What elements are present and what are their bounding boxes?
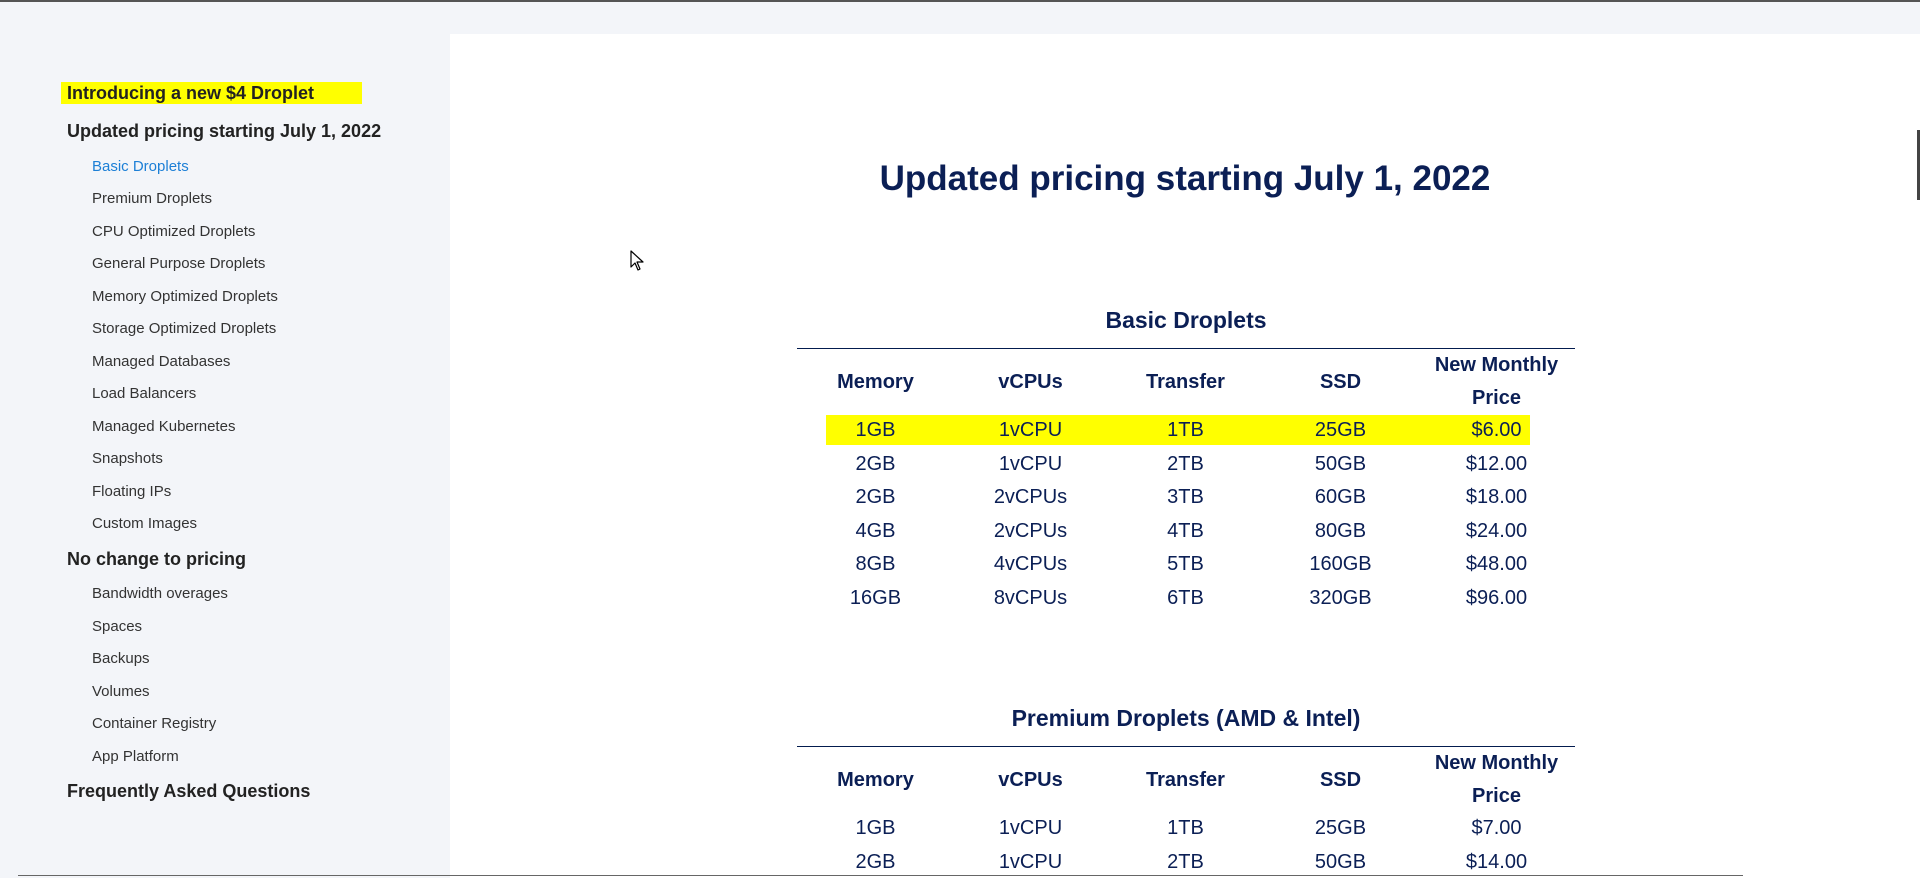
sidebar-item-backups[interactable]: Backups	[92, 650, 150, 667]
mouse-cursor-icon	[630, 250, 644, 271]
sidebar-item-custom-images[interactable]: Custom Images	[92, 515, 198, 532]
cell-price: $18.00	[1465, 486, 1528, 508]
cell-vcpus: 1vCPU	[998, 817, 1063, 839]
cell-vcpus: 2vCPUs	[993, 486, 1068, 508]
sidebar-section-updated-pricing[interactable]: Updated pricing starting July 1, 2022	[67, 121, 382, 141]
cell-ssd: 50GB	[1314, 453, 1367, 475]
page-title: Updated pricing starting July 1, 2022	[879, 159, 1491, 198]
header-memory: Memory	[837, 371, 914, 393]
sidebar-item-bandwidth-overages[interactable]: Bandwidth overages	[92, 585, 228, 602]
top-border	[0, 0, 1920, 2]
cell-memory: 8GB	[855, 553, 896, 575]
header-memory: Memory	[837, 769, 914, 791]
cell-vcpus: 1vCPU	[998, 453, 1063, 475]
header-new-monthly-price: New Monthly Price	[1434, 354, 1559, 409]
sidebar-highlight-label: Introducing a new $4 Droplet	[61, 82, 363, 104]
sidebar-item-general-purpose[interactable]: General Purpose Droplets	[92, 255, 266, 272]
cell-transfer: 2TB	[1167, 851, 1204, 873]
cell-transfer: 5TB	[1167, 553, 1204, 575]
cell-memory: 1GB	[855, 419, 896, 441]
sidebar-highlight-link[interactable]: Introducing a new $4 Droplet	[61, 82, 363, 104]
cell-price: $7.00	[1471, 817, 1522, 839]
cell-ssd: 80GB	[1314, 520, 1367, 542]
cell-memory: 2GB	[855, 453, 896, 475]
sidebar-section-no-change[interactable]: No change to pricing	[67, 549, 247, 569]
cell-transfer: 2TB	[1167, 453, 1204, 475]
cell-transfer: 1TB	[1167, 817, 1204, 839]
sidebar-item-floating-ips[interactable]: Floating IPs	[92, 483, 172, 500]
sidebar-item-app-platform[interactable]: App Platform	[92, 748, 179, 765]
cell-price: $14.00	[1465, 851, 1528, 873]
sidebar-item-memory-optimized[interactable]: Memory Optimized Droplets	[92, 288, 278, 305]
main-content: Updated pricing starting July 1, 2022 Ba…	[450, 34, 1920, 878]
cell-ssd: 60GB	[1314, 486, 1367, 508]
cell-vcpus: 8vCPUs	[993, 587, 1068, 609]
sidebar-item-snapshots[interactable]: Snapshots	[92, 450, 163, 467]
cell-transfer: 3TB	[1167, 486, 1204, 508]
sidebar-item-premium-droplets[interactable]: Premium Droplets	[92, 190, 213, 207]
cell-price: $6.00	[1471, 419, 1522, 441]
table-row: 8GB 4vCPUs 5TB 160GB $48.00	[826, 549, 1530, 579]
cell-memory: 1GB	[855, 817, 896, 839]
sidebar-item-managed-kubernetes[interactable]: Managed Kubernetes	[92, 418, 236, 435]
cell-transfer: 1TB	[1167, 419, 1204, 441]
sidebar-item-managed-databases[interactable]: Managed Databases	[92, 353, 231, 370]
sidebar-item-volumes[interactable]: Volumes	[92, 683, 150, 700]
cell-ssd: 25GB	[1314, 419, 1367, 441]
cell-vcpus: 2vCPUs	[993, 520, 1068, 542]
cell-ssd: 320GB	[1309, 587, 1372, 609]
sidebar-nav: Introducing a new $4 Droplet Updated pri…	[0, 2, 450, 878]
sidebar-item-cpu-optimized[interactable]: CPU Optimized Droplets	[92, 223, 256, 240]
cell-memory: 4GB	[855, 520, 896, 542]
cell-price: $48.00	[1465, 553, 1528, 575]
sidebar-section-faq[interactable]: Frequently Asked Questions	[67, 781, 311, 801]
header-new-monthly-price: New Monthly Price	[1434, 752, 1559, 807]
header-ssd: SSD	[1319, 769, 1362, 791]
cell-transfer: 6TB	[1167, 587, 1204, 609]
table-row: 1GB 1vCPU 1TB 25GB $6.00	[826, 415, 1530, 445]
sidebar-item-load-balancers[interactable]: Load Balancers	[92, 385, 197, 402]
scrollbar-thumb[interactable]	[1917, 130, 1920, 200]
bottom-border	[18, 875, 1743, 876]
cell-ssd: 25GB	[1314, 817, 1367, 839]
cell-ssd: 160GB	[1309, 553, 1372, 575]
cell-ssd: 50GB	[1314, 851, 1367, 873]
table-title-premium-droplets: Premium Droplets (AMD & Intel)	[1011, 705, 1361, 731]
header-transfer: Transfer	[1146, 769, 1225, 791]
cell-vcpus: 1vCPU	[998, 851, 1063, 873]
cell-price: $24.00	[1465, 520, 1528, 542]
table-row: 1GB 1vCPU 1TB 25GB $7.00	[826, 813, 1530, 843]
cell-price: $96.00	[1465, 587, 1528, 609]
table-row: 16GB 8vCPUs 6TB 320GB $96.00	[826, 583, 1530, 613]
sidebar-item-container-registry[interactable]: Container Registry	[92, 715, 217, 732]
table-row: 2GB 1vCPU 2TB 50GB $14.00	[826, 847, 1530, 877]
cell-vcpus: 1vCPU	[998, 419, 1063, 441]
table-row: 2GB 1vCPU 2TB 50GB $12.00	[826, 449, 1530, 479]
table-divider	[797, 746, 1575, 747]
cell-vcpus: 4vCPUs	[993, 553, 1068, 575]
header-transfer: Transfer	[1146, 371, 1225, 393]
sidebar-item-storage-optimized[interactable]: Storage Optimized Droplets	[92, 320, 277, 337]
cell-transfer: 4TB	[1167, 520, 1204, 542]
cell-memory: 2GB	[855, 486, 896, 508]
header-vcpus: vCPUs	[998, 371, 1063, 393]
cell-price: $12.00	[1465, 453, 1528, 475]
sidebar-item-spaces[interactable]: Spaces	[92, 618, 143, 635]
sidebar-item-basic-droplets[interactable]: Basic Droplets	[92, 158, 189, 175]
table-row: 4GB 2vCPUs 4TB 80GB $24.00	[826, 516, 1530, 546]
header-ssd: SSD	[1319, 371, 1362, 393]
cell-memory: 16GB	[849, 587, 902, 609]
table-row: 2GB 2vCPUs 3TB 60GB $18.00	[826, 482, 1530, 512]
cell-memory: 2GB	[855, 851, 896, 873]
table-divider	[797, 348, 1575, 349]
table-title-basic-droplets: Basic Droplets	[1105, 307, 1267, 333]
header-vcpus: vCPUs	[998, 769, 1063, 791]
